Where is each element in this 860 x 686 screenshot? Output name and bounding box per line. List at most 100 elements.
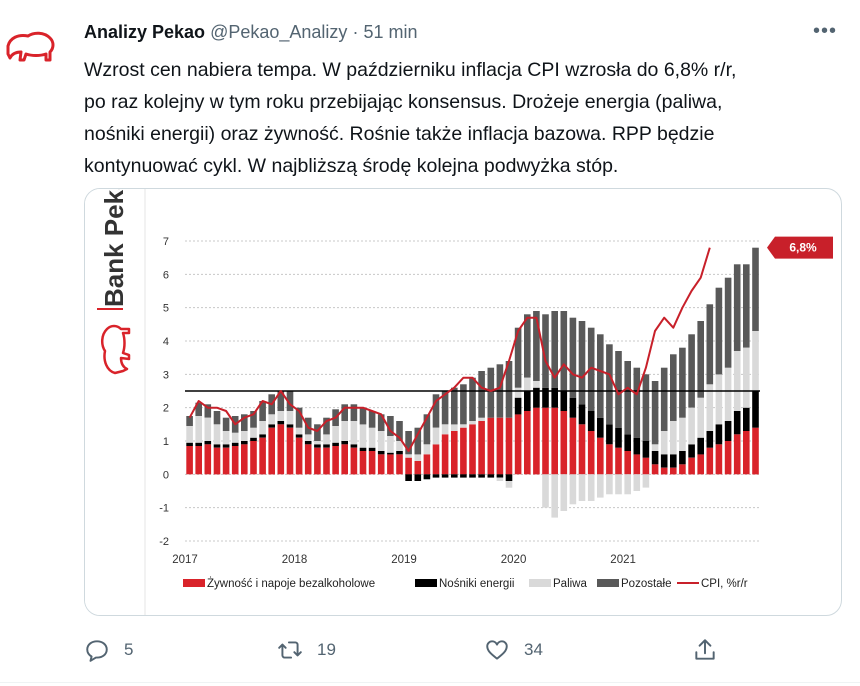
bar-segment (670, 354, 677, 421)
bar-segment (505, 474, 513, 481)
bar-segment (560, 311, 568, 391)
bar-segment (670, 454, 677, 468)
legend-label: CPI, %r/r (701, 578, 748, 590)
bar-segment (487, 417, 495, 475)
legend-label: Paliwa (553, 578, 587, 590)
bar-segment (286, 427, 294, 475)
bar-segment (295, 407, 303, 428)
bar-segment (569, 417, 577, 475)
bar-segment (697, 321, 704, 398)
retweet-button[interactable]: 19 (277, 632, 336, 668)
bar-segment (733, 264, 741, 351)
bar-segment (533, 311, 540, 381)
tweet-media-chart[interactable]: Bank Pekao -2 -1 0 1 2 3 4 5 6 7 2017 2018 2019 2020 2… (84, 188, 842, 616)
bar-segment (569, 317, 577, 398)
bar-segment (496, 474, 504, 478)
bar-segment (460, 474, 467, 478)
bar-segment (350, 444, 358, 448)
bar-segment (569, 397, 577, 418)
bar-segment (350, 447, 358, 475)
cpi-line (188, 247, 711, 452)
author-avatar[interactable] (0, 16, 62, 78)
bar-segment (606, 474, 613, 495)
bar-segment (624, 434, 631, 451)
bar-segment (451, 474, 458, 478)
bar-segment (578, 404, 586, 425)
bar-segment (615, 427, 622, 448)
bar-segment (268, 427, 275, 475)
bar-segment (451, 424, 458, 431)
bar-segment (752, 427, 759, 475)
cpi-callout-label: 6,8% (789, 241, 817, 255)
bar-segment (551, 407, 558, 475)
bar-segment (715, 374, 723, 425)
bar-segment (423, 474, 431, 480)
tweet-time[interactable]: 51 min (363, 22, 418, 42)
bar-segment (533, 381, 540, 388)
share-button[interactable] (692, 632, 718, 668)
bar-segment (396, 421, 403, 441)
author-name[interactable]: Analizy Pekao (84, 22, 206, 42)
bar-segment (752, 391, 759, 428)
bar-segment (478, 417, 485, 421)
bar-segment (222, 417, 230, 431)
bar-segment (387, 454, 394, 475)
bar-segment (314, 444, 321, 448)
bar-segment (213, 444, 221, 448)
legend-swatch (415, 579, 437, 587)
bar-segment (715, 444, 723, 475)
bar-segment (597, 417, 604, 438)
bar-segment (633, 437, 641, 455)
bar-segment (259, 421, 266, 435)
reply-count: 5 (124, 640, 134, 659)
legend-label: Pozostałe (621, 578, 672, 590)
bar-segment (469, 421, 476, 425)
bar-segment (597, 334, 604, 418)
bar-segment (752, 247, 759, 331)
bar-segment (268, 414, 275, 425)
bar-segment (569, 474, 577, 505)
bar-segment (186, 426, 193, 443)
bar-segment (186, 442, 193, 446)
like-icon (486, 640, 508, 660)
bar-segment (679, 451, 686, 465)
bar-segment (524, 411, 531, 475)
bar-segment (606, 424, 613, 445)
bar-segment (743, 264, 750, 348)
bar-segment (441, 424, 449, 435)
reply-button[interactable]: 5 (84, 632, 133, 668)
bar-segment (277, 424, 285, 475)
bar-segment (587, 327, 595, 411)
bar-segment (441, 391, 449, 425)
bar-segment (460, 424, 467, 428)
bar-segment (597, 437, 604, 475)
bar-segment (724, 277, 732, 368)
bar-segment (377, 414, 385, 431)
bar-segment (478, 371, 485, 418)
bar-segment (679, 464, 686, 475)
legend-swatch (529, 579, 551, 587)
bar-segment (405, 454, 412, 458)
retweet-count: 19 (317, 640, 336, 659)
x-tick-label: 2020 (501, 554, 527, 566)
bar-segment (314, 447, 321, 475)
bar-segment (733, 351, 741, 411)
more-options-button[interactable]: ••• (813, 20, 838, 42)
author-handle[interactable]: @Pekao_Analizy (210, 22, 348, 42)
bar-segment (222, 431, 230, 445)
bar-segment (341, 441, 348, 445)
bar-segment (304, 441, 312, 445)
bar-segment (724, 441, 732, 475)
bar-segment (524, 314, 531, 378)
bar-segment (624, 451, 631, 475)
bar-segment (241, 441, 248, 445)
bar-segment (606, 344, 613, 425)
like-button[interactable]: 34 (484, 632, 543, 668)
bar-segment (660, 431, 668, 455)
tweet-text-line: kontynuować cykl. W najbliższą środę kol… (84, 155, 619, 177)
x-tick-label: 2018 (282, 554, 308, 566)
bar-segment (451, 431, 458, 475)
y-tick-label: -1 (159, 503, 169, 515)
bar-segment (231, 446, 239, 475)
bar-segment (387, 452, 394, 455)
